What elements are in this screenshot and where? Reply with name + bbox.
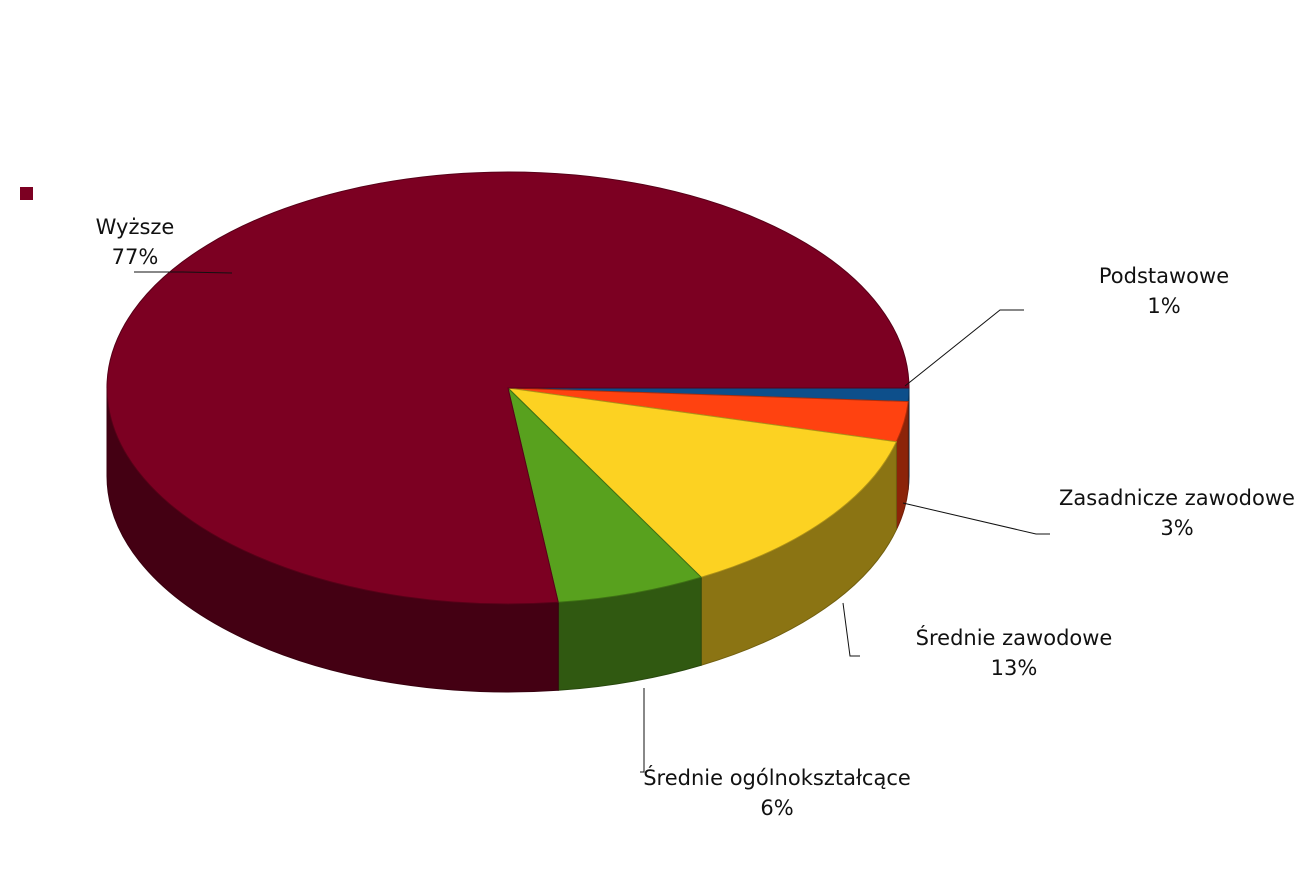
slice-label-podstawowe: Podstawowe — [1099, 264, 1229, 288]
leader-line-zasadnicze-zawodowe — [902, 502, 1050, 535]
leader-line-srednie-ogolnoksztalcace — [640, 688, 645, 773]
legend-swatch — [20, 187, 33, 200]
slice-percent-srednie-ogolnoksztalcace: 6% — [760, 796, 793, 820]
leader-line-wyzsze — [134, 271, 233, 274]
leader-line-srednie-zawodowe — [842, 602, 860, 657]
slice-wyzsze — [106, 171, 910, 605]
leader-line-podstawowe — [904, 309, 1024, 387]
slice-label-zasadnicze-zawodowe: Zasadnicze zawodowe — [1059, 486, 1295, 510]
leader-lines — [134, 271, 1050, 773]
slice-srednie-zawodowe — [506, 387, 898, 578]
slice-percent-srednie-zawodowe: 13% — [991, 656, 1038, 680]
slice-percent-podstawowe: 1% — [1147, 294, 1180, 318]
slice-srednie-ogolnoksztalcace — [507, 386, 703, 603]
pie-tops — [106, 171, 910, 605]
slice-label-wyzsze: Wyższe — [96, 215, 175, 239]
slice-percent-wyzsze: 77% — [112, 245, 159, 269]
slice-labels: Podstawowe 1% Zasadnicze zawodowe 3% Średnie… — [96, 215, 1295, 820]
slice-label-srednie-ogolnoksztalcace: Średnie ogólnokształcące — [643, 765, 911, 790]
slice-percent-zasadnicze-zawodowe: 3% — [1160, 516, 1193, 540]
slice-label-srednie-zawodowe: Średnie zawodowe — [916, 625, 1113, 650]
